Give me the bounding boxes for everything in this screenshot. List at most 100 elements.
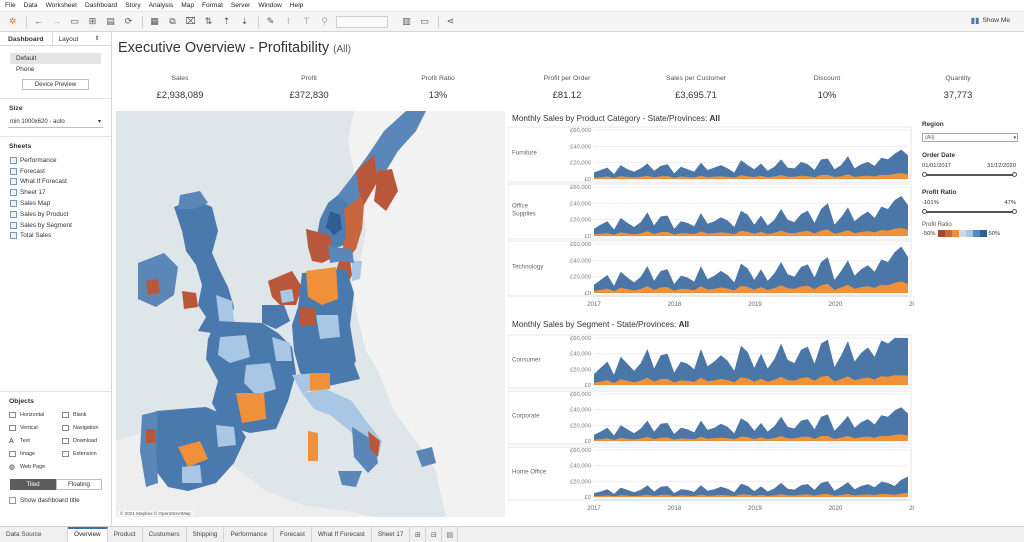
- region-finland[interactable]: [374, 169, 398, 211]
- profit-area[interactable]: [594, 173, 908, 179]
- sales-area[interactable]: [594, 338, 908, 385]
- menu-map[interactable]: Map: [181, 2, 195, 9]
- region-sweden-east[interactable]: [352, 261, 362, 281]
- share-icon[interactable]: ⋖: [446, 16, 455, 26]
- tab-what-if-forecast[interactable]: What If Forecast: [312, 527, 372, 542]
- tab-data-source[interactable]: Data Source: [0, 527, 68, 542]
- tab-layout[interactable]: Layout ⇕: [51, 32, 104, 45]
- sheet-item[interactable]: Sheet 17: [0, 187, 111, 198]
- region-france-east[interactable]: [272, 337, 292, 361]
- region-netherlands-centre[interactable]: [280, 289, 294, 303]
- swap-icon[interactable]: ⇅: [204, 16, 213, 26]
- region-spain-centre[interactable]: [178, 441, 208, 467]
- kpi-sales-per-customer[interactable]: Sales per Customer £3,695.71: [636, 75, 756, 100]
- sheet-item[interactable]: Sales by Segment: [0, 220, 111, 231]
- save-icon[interactable]: ▭: [70, 16, 79, 26]
- segment-area-chart[interactable]: Consumer £60,000 £40,000 £20,000 £0 Corporate…: [508, 330, 914, 526]
- show-title-row[interactable]: Show dashboard title: [0, 497, 111, 505]
- menu-worksheet[interactable]: Worksheet: [45, 2, 77, 9]
- object-vertical[interactable]: Vertical: [9, 423, 62, 433]
- legend-gradient[interactable]: [937, 230, 987, 237]
- slider-handle-max[interactable]: [1012, 208, 1017, 214]
- object-navigation[interactable]: Navigation: [62, 423, 115, 433]
- kpi-quantity[interactable]: Quantity 37,773: [898, 75, 1018, 100]
- tab-customers[interactable]: Customers: [143, 527, 187, 542]
- order-date-slider[interactable]: [922, 171, 1017, 177]
- pin-icon[interactable]: ⚲: [321, 16, 328, 26]
- kpi-profit-ratio[interactable]: Profit Ratio 13%: [378, 75, 498, 100]
- object-download[interactable]: Download: [62, 436, 115, 446]
- menu-help[interactable]: Help: [289, 2, 304, 9]
- region-ireland-south[interactable]: [146, 279, 160, 295]
- tab-performance[interactable]: Performance: [224, 527, 275, 542]
- slider-handle-min[interactable]: [922, 171, 927, 177]
- redo-icon[interactable]: →: [52, 16, 61, 26]
- device-phone[interactable]: Phone: [16, 66, 35, 73]
- object-text[interactable]: A Text: [9, 436, 62, 446]
- labels-icon[interactable]: T: [303, 16, 310, 26]
- new-datasource-icon[interactable]: ⊞: [88, 16, 97, 26]
- menu-file[interactable]: File: [5, 2, 16, 9]
- region-netherlands[interactable]: [268, 271, 302, 305]
- region-france-centre[interactable]: [244, 363, 276, 395]
- region-uk-east[interactable]: [216, 295, 234, 327]
- presentation-icon[interactable]: ▭: [420, 16, 429, 26]
- clear-icon[interactable]: ⌧: [185, 16, 196, 26]
- object-blank[interactable]: Blank: [62, 410, 115, 420]
- group-icon[interactable]: ⌇: [286, 16, 291, 26]
- region-filter-select[interactable]: (All) ▾: [922, 133, 1018, 142]
- menu-dashboard[interactable]: Dashboard: [84, 2, 118, 9]
- show-me-button[interactable]: ▮▮ Show Me: [971, 16, 1010, 25]
- profit-ratio-slider[interactable]: [922, 208, 1017, 214]
- fit-select[interactable]: [336, 15, 388, 28]
- pr-max[interactable]: 47%: [1004, 200, 1016, 206]
- tab-shipping[interactable]: Shipping: [187, 527, 225, 542]
- menu-story[interactable]: Story: [125, 2, 141, 9]
- region-france-south[interactable]: [236, 393, 266, 423]
- sheet-item[interactable]: Forecast: [0, 166, 111, 177]
- region-sardinia[interactable]: [308, 431, 318, 461]
- device-default[interactable]: Default: [10, 53, 101, 64]
- region-greece[interactable]: [416, 447, 436, 467]
- size-select[interactable]: min 1000x620 - auto ▾: [8, 117, 103, 128]
- sheet-item[interactable]: Sales by Product: [0, 209, 111, 220]
- region-germany-mid[interactable]: [316, 315, 340, 339]
- profit-area[interactable]: [594, 228, 908, 236]
- region-italy-apulia[interactable]: [368, 431, 380, 457]
- sales-map[interactable]: © 2021 Mapbox © OpenStreetMap: [116, 111, 505, 517]
- new-worksheet-icon[interactable]: ⊞: [410, 527, 427, 542]
- slider-handle-max[interactable]: [1012, 171, 1017, 177]
- date-max[interactable]: 31/12/2020: [986, 163, 1016, 169]
- tab-forecast[interactable]: Forecast: [274, 527, 312, 542]
- tab-product[interactable]: Product: [108, 527, 143, 542]
- menu-server[interactable]: Server: [230, 2, 251, 9]
- region-norway-oslo[interactable]: [326, 211, 342, 235]
- object-horizontal[interactable]: Horizontal: [9, 410, 62, 420]
- refresh-icon[interactable]: ⟳: [124, 16, 133, 26]
- profit-area[interactable]: [594, 434, 908, 441]
- kpi-profit-per-order[interactable]: Profit per Order £81.12: [507, 75, 627, 100]
- duplicate-icon[interactable]: ⧉: [169, 16, 176, 26]
- region-scotland-north[interactable]: [178, 191, 208, 209]
- slider-handle-min[interactable]: [922, 208, 927, 214]
- object-extension[interactable]: Extension: [62, 449, 115, 459]
- floating-button[interactable]: Floating: [56, 479, 102, 491]
- region-belgium[interactable]: [262, 305, 290, 329]
- tab-dashboard[interactable]: Dashboard: [8, 36, 44, 43]
- sheet-item[interactable]: What If Forecast: [0, 177, 111, 188]
- menu-data[interactable]: Data: [23, 2, 38, 9]
- kpi-discount[interactable]: Discount 10%: [767, 75, 887, 100]
- tab-sheet-17[interactable]: Sheet 17: [372, 527, 411, 542]
- tab-overview[interactable]: Overview: [68, 527, 108, 542]
- sales-area[interactable]: [594, 246, 908, 294]
- pause-updates-icon[interactable]: ▤: [106, 16, 115, 26]
- profit-area[interactable]: [594, 281, 908, 293]
- region-spain-south[interactable]: [182, 465, 202, 483]
- category-area-chart[interactable]: Furniture £60,000 £40,000 £20,000 £0 Office Su…: [508, 124, 914, 330]
- region-germany-west[interactable]: [300, 307, 316, 325]
- region-sweden-mid[interactable]: [342, 197, 364, 259]
- show-cards-icon[interactable]: ▥: [402, 16, 411, 26]
- profit-area[interactable]: [594, 375, 908, 385]
- region-germany-north[interactable]: [306, 267, 338, 305]
- highlight-icon[interactable]: ✎: [266, 16, 275, 26]
